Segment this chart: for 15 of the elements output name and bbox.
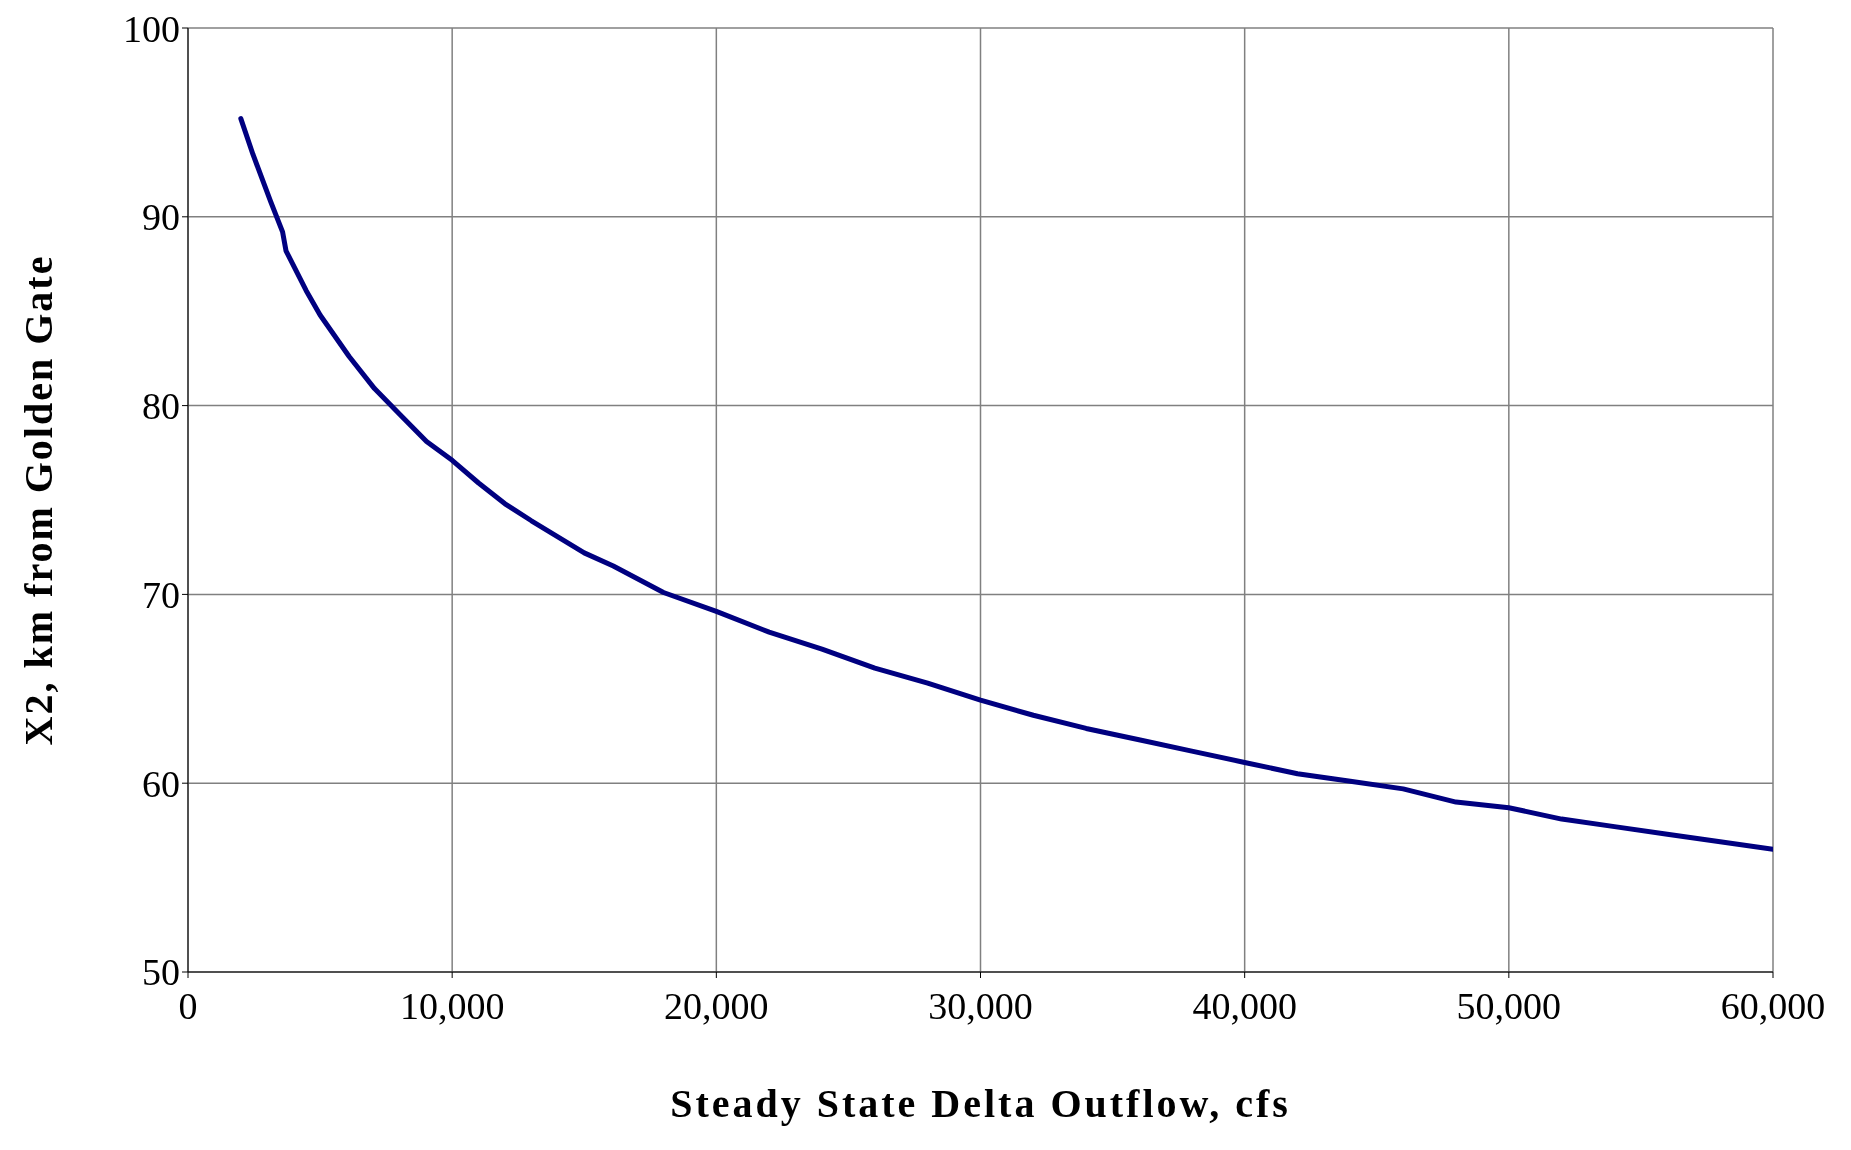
x-tick-label: 30,000 — [928, 984, 1033, 1027]
x-tick-label: 50,000 — [1456, 984, 1562, 1027]
x-axis-title: Steady State Delta Outflow, cfs — [670, 1081, 1291, 1126]
x-tick-label: 20,000 — [664, 984, 769, 1027]
y-tick-label: 80 — [142, 385, 180, 428]
y-tick-label: 60 — [142, 762, 180, 805]
x-tick-label: 60,000 — [1720, 984, 1826, 1027]
y-tick-label: 50 — [142, 951, 180, 994]
y-tick-label: 100 — [123, 7, 180, 50]
y-axis-title: X2, km from Golden Gate — [16, 254, 62, 746]
y-tick-label: 90 — [142, 196, 180, 239]
y-tick-label: 70 — [142, 573, 180, 616]
x-tick-label: 40,000 — [1192, 984, 1297, 1027]
x-tick-label: 0 — [178, 984, 198, 1027]
x-tick-label: 10,000 — [399, 984, 505, 1027]
